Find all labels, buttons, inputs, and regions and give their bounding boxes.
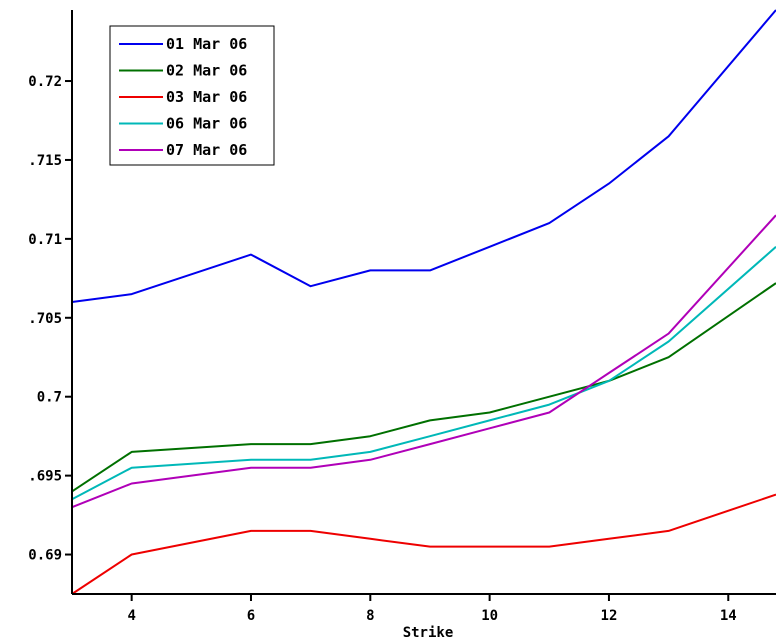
- x-axis-title: Strike: [403, 625, 454, 641]
- legend-label: 03 Mar 06: [166, 88, 247, 106]
- legend-box: [109, 25, 275, 166]
- series-layer: [71, 9, 776, 595]
- x-tick-label: 6: [247, 608, 255, 624]
- y-tick-label: .695: [28, 469, 62, 485]
- y-tick-label: 0.7: [37, 390, 62, 406]
- legend-label: 02 Mar 06: [166, 62, 247, 80]
- legend-items: 01 Mar 06 02 Mar 06 03 Mar 06 06 Mar 06 07 M…: [119, 35, 247, 159]
- x-tick-label: 8: [366, 608, 374, 624]
- x-tick-label: 10: [481, 608, 498, 624]
- legend-label: 06 Mar 06: [166, 115, 247, 133]
- x-tick-label: 14: [720, 608, 737, 624]
- y-ticks: 0.69 .695 0.7 .705 0.71 .715 0.72: [28, 74, 72, 564]
- x-ticks: 4 6 8 10 12 14: [127, 594, 737, 624]
- y-tick-label: .705: [28, 311, 62, 327]
- series-line-3: [71, 493, 776, 595]
- series-line-5: [71, 214, 776, 509]
- x-tick-label: 4: [127, 608, 135, 624]
- y-tick-label: 0.72: [28, 74, 62, 90]
- legend-label: 01 Mar 06: [166, 35, 247, 53]
- series-line-1: [71, 9, 776, 303]
- y-tick-label: 0.69: [28, 548, 62, 564]
- x-tick-label: 12: [601, 608, 618, 624]
- legend: 01 Mar 06 02 Mar 06 03 Mar 06 06 Mar 06 07 M…: [109, 25, 275, 166]
- series-line-4: [71, 246, 776, 501]
- series-line-2: [71, 282, 776, 493]
- y-tick-label: 0.71: [28, 232, 62, 248]
- y-tick-label: .715: [28, 153, 62, 169]
- legend-label: 07 Mar 06: [166, 141, 247, 159]
